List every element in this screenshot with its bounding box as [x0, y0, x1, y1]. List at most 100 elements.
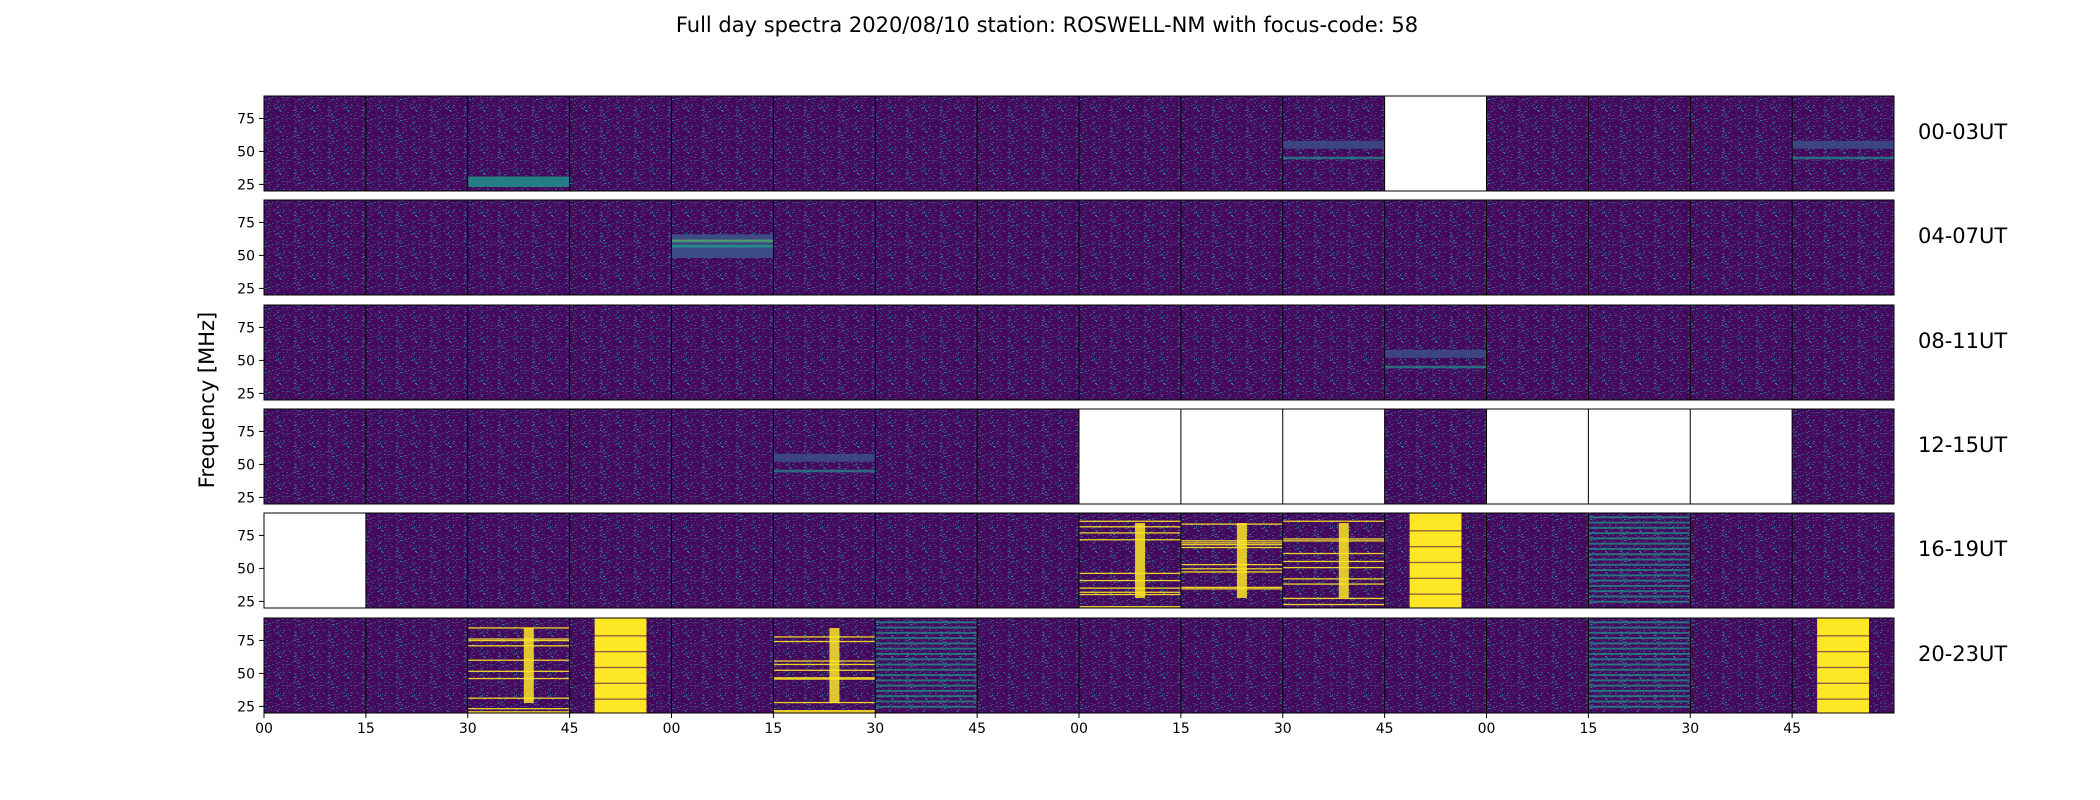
spectrum-panel [1384, 618, 1487, 713]
spectrum-panel [264, 513, 366, 608]
y-tick-label: 75 [237, 111, 255, 127]
spectrum-panel [773, 96, 876, 191]
y-tick-label: 50 [237, 353, 255, 369]
spectrum-panel [1792, 200, 1894, 295]
spectrum-panel [1792, 513, 1894, 608]
chart-title: Full day spectra 2020/08/10 station: ROS… [676, 13, 1418, 37]
spectrum-panel [365, 409, 468, 504]
spectrum-panel [875, 305, 978, 400]
spectrum-panel [1588, 200, 1691, 295]
spectrum-panel [977, 618, 1079, 713]
y-tick-label: 50 [237, 666, 255, 682]
spectrum-panel [1079, 96, 1181, 191]
spectrum-panel [1384, 409, 1487, 504]
y-tick-label: 25 [237, 281, 255, 297]
spectrum-panel [1180, 618, 1283, 713]
spectrum-panel [1079, 409, 1181, 504]
x-tick-label: 30 [866, 721, 884, 737]
spectrum-panel [264, 200, 366, 295]
x-tick-label: 00 [1478, 721, 1496, 737]
spectrum-panel [1690, 618, 1793, 713]
y-tick-label: 25 [237, 594, 255, 610]
spectrum-panel [1588, 305, 1691, 400]
spectrum-panel [671, 305, 774, 400]
x-tick-label: 15 [357, 721, 375, 737]
row-label: 12-15UT [1918, 433, 2007, 457]
spectrum-panel [1079, 305, 1181, 400]
x-tick-label: 30 [459, 721, 477, 737]
spectrum-panel [569, 96, 672, 191]
spectrum-panel [1282, 305, 1385, 400]
spectrum-panel [1180, 96, 1283, 191]
x-tick-label: 00 [255, 721, 273, 737]
spectrum-panel [1486, 96, 1589, 191]
y-tick-label: 25 [237, 490, 255, 506]
spectrum-panel [1486, 409, 1589, 504]
spectrum-panel [977, 409, 1079, 504]
row-label: 08-11UT [1918, 329, 2007, 353]
spectrum-panel [773, 513, 876, 608]
spectrum-panel [467, 618, 570, 713]
spectrum-panel [1690, 409, 1793, 504]
spectrum-panel [1690, 96, 1793, 191]
row-label: 20-23UT [1918, 642, 2007, 666]
spectrum-panel [467, 200, 570, 295]
x-tick-label: 15 [1579, 721, 1597, 737]
spectrum-panel [264, 409, 366, 504]
x-tick-label: 45 [968, 721, 986, 737]
spectrum-panel [671, 618, 774, 713]
spectrum-panel [1486, 618, 1589, 713]
spectrum-panel [773, 305, 876, 400]
spectrum-panel [365, 96, 468, 191]
spectrum-panel [977, 200, 1079, 295]
y-tick-label: 75 [237, 215, 255, 231]
spectrum-panel [1486, 200, 1589, 295]
spectrum-panel [875, 200, 978, 295]
x-tick-label: 30 [1681, 721, 1699, 737]
spectrum-panel [365, 618, 468, 713]
spectrum-panel [1792, 305, 1894, 400]
y-tick-label: 75 [237, 320, 255, 336]
spectrum-panel [569, 513, 672, 608]
spectrum-panel [671, 409, 774, 504]
x-tick-label: 15 [764, 721, 782, 737]
spectrum-panel [264, 618, 366, 713]
spectrum-panel [467, 96, 570, 191]
spectrum-panel [1180, 200, 1283, 295]
spectrum-panel [1588, 409, 1691, 504]
y-tick-label: 25 [237, 699, 255, 715]
spectrum-panel [875, 513, 978, 608]
spectrum-panel [977, 513, 1079, 608]
spectrum-panel [569, 409, 672, 504]
spectrum-panel [365, 200, 468, 295]
spectrum-panel [264, 305, 366, 400]
spectrum-panel [1079, 200, 1181, 295]
spectrum-panel [1180, 513, 1283, 608]
y-tick-label: 75 [237, 528, 255, 544]
spectrum-panel [1282, 200, 1385, 295]
spectrum-panel [671, 96, 774, 191]
spectrum-panel [1690, 513, 1793, 608]
spectrum-panel [671, 513, 774, 608]
y-tick-label: 50 [237, 144, 255, 160]
spectrum-panel [569, 305, 672, 400]
spectrum-panel [1690, 200, 1793, 295]
spectrum-panel [467, 409, 570, 504]
spectrum-panel [569, 200, 672, 295]
row-label: 00-03UT [1918, 120, 2007, 144]
y-tick-label: 75 [237, 424, 255, 440]
spectrum-panel [1588, 96, 1691, 191]
spectrum-panel [1282, 618, 1385, 713]
spectra-grid: 25 50 75 00-03UT 25 50 75 04-07UT 25 50 75 08-11UT 2… [237, 95, 2007, 737]
spectrum-panel [1384, 200, 1487, 295]
spectrum-panel [1282, 513, 1385, 608]
y-tick-label: 50 [237, 248, 255, 264]
row-label: 04-07UT [1918, 224, 2007, 248]
spectrum-panel [467, 513, 570, 608]
spectrum-panel [1180, 305, 1283, 400]
y-tick-label: 75 [237, 633, 255, 649]
row-label: 16-19UT [1918, 537, 2007, 561]
spectrum-panel [365, 305, 468, 400]
spectrum-panel [1486, 513, 1589, 608]
